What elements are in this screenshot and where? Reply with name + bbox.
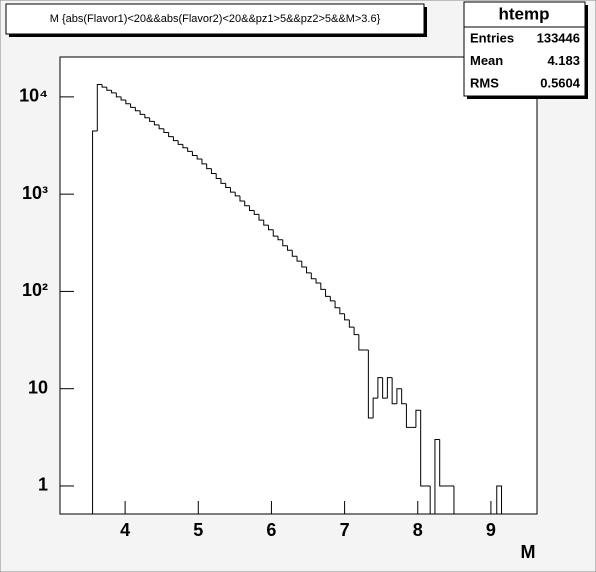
stats-value: 0.5604	[540, 75, 581, 90]
histogram-bin	[144, 114, 150, 119]
histogram-bin	[139, 110, 145, 115]
histogram-bin	[149, 117, 155, 122]
histogram-bin	[168, 132, 174, 138]
histogram-bin	[125, 99, 131, 105]
histogram-bin	[353, 327, 359, 336]
histogram-bin	[287, 245, 293, 251]
histogram-bin	[339, 307, 345, 315]
histogram-bin	[248, 205, 255, 211]
frame	[59, 56, 538, 515]
histogram-bin	[325, 289, 331, 297]
histogram-bin	[96, 84, 103, 131]
x-axis-label: M	[521, 542, 536, 562]
histogram-bin	[382, 377, 388, 399]
histogram-bin	[92, 130, 98, 514]
histogram-bin	[306, 267, 312, 274]
histogram-bin	[434, 439, 440, 514]
histogram-bin	[415, 409, 421, 428]
histogram-bin	[301, 261, 307, 268]
histogram-bin	[106, 87, 112, 91]
histogram-bin	[177, 140, 183, 145]
histogram-bin	[172, 136, 179, 142]
x-tick-label: 9	[486, 520, 496, 540]
histogram-bin	[115, 92, 122, 98]
histogram-bin	[210, 168, 217, 175]
histogram-bin	[334, 300, 340, 309]
x-tick-label: 8	[413, 520, 423, 540]
stats-title: htemp	[499, 4, 550, 23]
histogram-bin	[429, 485, 435, 515]
y-tick-label: 10³	[22, 183, 48, 203]
histogram-bin	[111, 90, 117, 94]
histogram-bin	[315, 278, 321, 284]
histogram-bin	[196, 155, 202, 160]
histogram-bin	[420, 410, 426, 487]
histogram-bin	[187, 147, 193, 152]
histogram-bin	[344, 313, 350, 321]
y-tick-label: 10²	[22, 280, 48, 300]
histogram-bin	[101, 84, 107, 88]
stats-label: RMS	[470, 75, 499, 90]
x-tick-label: 6	[266, 520, 276, 540]
histogram-bin	[453, 485, 459, 515]
histogram-bin	[229, 187, 236, 193]
histogram-bin	[391, 377, 397, 405]
x-tick-label: 4	[120, 520, 130, 540]
histogram-bin	[234, 192, 240, 197]
chart-title: M {abs(Flavor1)<20&&abs(Flavor2)<20&&pz1…	[50, 13, 381, 25]
histogram-bin	[201, 158, 207, 165]
histogram-bin	[215, 173, 221, 179]
stats-value: 4.183	[547, 53, 580, 68]
histogram-bin	[310, 272, 317, 280]
histogram-bin	[158, 124, 164, 130]
histogram-bin	[358, 334, 364, 351]
histogram-bin	[277, 236, 283, 241]
histogram-bin	[163, 128, 169, 134]
histogram-bin	[401, 388, 407, 405]
y-tick-label: 10⁴	[19, 86, 48, 106]
histogram-bin	[182, 144, 188, 149]
histogram-bin	[258, 214, 264, 221]
histogram-bin	[329, 296, 336, 302]
histogram-bin	[220, 178, 226, 184]
histogram-bin	[396, 388, 402, 404]
histogram-bin	[348, 319, 355, 328]
histogram-bin	[367, 349, 374, 419]
stats-label: Mean	[470, 53, 503, 68]
y-tick-label: 1	[38, 475, 48, 495]
histogram-bin	[291, 250, 298, 257]
histogram-bin	[268, 225, 274, 231]
x-tick-label: 7	[340, 520, 350, 540]
histogram-bin	[153, 121, 160, 126]
stats-label: Entries	[470, 30, 514, 45]
histogram-bin	[439, 439, 445, 487]
histogram-bin	[206, 163, 212, 170]
histogram-bin	[263, 220, 269, 226]
title-box	[5, 3, 425, 35]
histogram-bin	[191, 151, 198, 156]
histogram-bin	[377, 377, 383, 399]
histogram-bin	[372, 397, 378, 418]
histogram-bin	[244, 201, 250, 207]
stats-box	[463, 1, 586, 97]
histogram-bin	[225, 183, 231, 189]
histogram-bin	[130, 103, 136, 108]
histogram-bin	[134, 107, 141, 112]
histogram-bin	[405, 403, 412, 428]
histogram-bin	[320, 283, 326, 290]
histogram-bin	[272, 229, 279, 237]
x-tick-label: 5	[193, 520, 203, 540]
histogram-bin	[496, 485, 503, 514]
histogram-bin	[253, 210, 259, 215]
histogram-bin	[296, 256, 302, 262]
histogram-bin	[120, 96, 126, 101]
y-tick-label: 10	[28, 377, 48, 397]
histogram-bin	[282, 239, 288, 247]
stats-value: 133446	[537, 30, 580, 45]
histogram-bin	[386, 377, 393, 399]
histogram-bin	[239, 195, 245, 202]
